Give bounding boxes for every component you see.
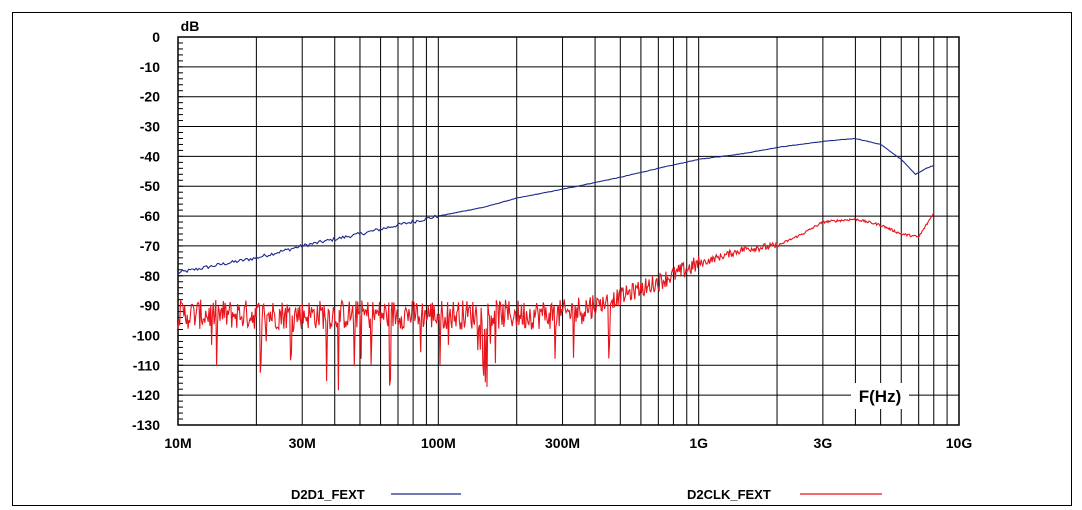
series-layer (177, 137, 935, 391)
series-line-d2d1-fext (177, 137, 935, 274)
x-axis-label: F(Hz) (859, 387, 901, 406)
chart-minor-ticks (178, 36, 183, 426)
y-tick-label: -20 (140, 89, 160, 105)
y-tick-label: -70 (140, 238, 160, 254)
legend-label-d2clk-fext: D2CLK_FEXT (687, 487, 771, 502)
y-tick-label: -130 (132, 417, 160, 433)
x-tick-label: 3G (814, 435, 833, 451)
y-tick-label: -100 (132, 327, 160, 343)
x-tick-label: 10M (164, 435, 191, 451)
y-tick-label: -110 (133, 357, 160, 373)
y-axis-label: dB (181, 18, 200, 34)
frequency-response-chart: 0 -10 -20 -30 -40 -50 -60 -70 -80 -90 -100 -110 -120… (132, 18, 972, 502)
series-line-d2clk-fext (177, 213, 934, 391)
chart-legend: D2D1_FEXT D2CLK_FEXT (291, 487, 882, 502)
y-tick-label: -80 (140, 268, 160, 284)
x-axis-ticks: 10M 30M 100M 300M 1G 3G 10G (164, 435, 972, 451)
y-tick-label: -50 (140, 178, 160, 194)
y-tick-label: -40 (140, 148, 160, 164)
x-axis-label-background (851, 383, 909, 409)
y-tick-label: -10 (140, 59, 160, 75)
x-tick-label: 300M (545, 435, 580, 451)
y-tick-label: -60 (140, 208, 160, 224)
y-tick-label: -90 (140, 298, 160, 314)
chart-grid (177, 36, 959, 426)
x-tick-label: 1G (689, 435, 708, 451)
y-tick-label: -30 (140, 119, 160, 135)
x-tick-label: 100M (421, 435, 456, 451)
y-tick-label: -120 (132, 387, 160, 403)
y-tick-label: 0 (152, 29, 160, 45)
plot-area-border (177, 36, 960, 426)
x-tick-label: 30M (289, 435, 316, 451)
chart-frame: 0 -10 -20 -30 -40 -50 -60 -70 -80 -90 -100 -110 -120… (12, 12, 1072, 506)
legend-label-d2d1-fext: D2D1_FEXT (291, 487, 365, 502)
y-axis-ticks: 0 -10 -20 -30 -40 -50 -60 -70 -80 -90 -100 -110 -120… (132, 29, 160, 433)
x-tick-label: 10G (946, 435, 973, 451)
